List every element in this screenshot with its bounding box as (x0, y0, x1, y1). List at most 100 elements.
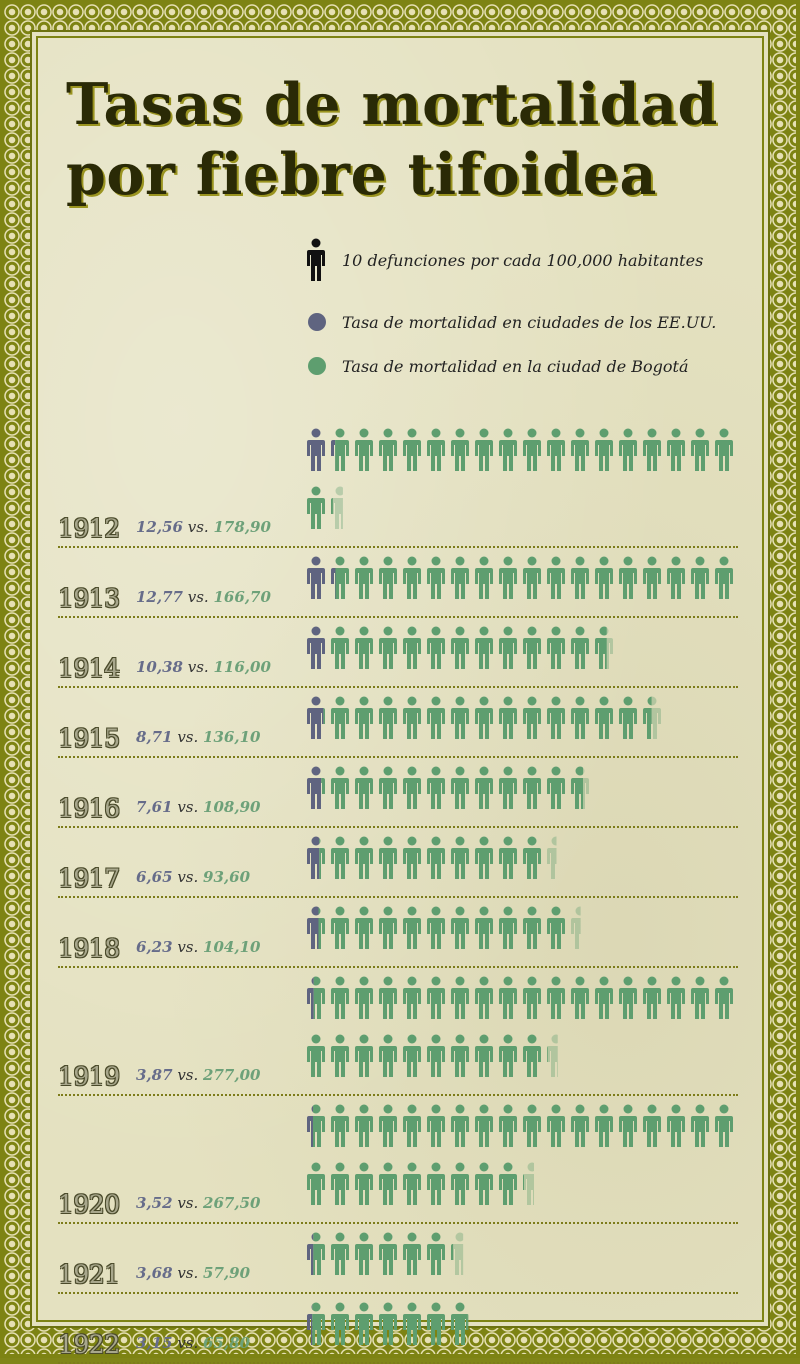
partial-remainder-icon (524, 1162, 535, 1205)
bogota-death-icon (499, 1034, 517, 1077)
us-death-icon (331, 440, 336, 471)
row-separator (58, 1094, 738, 1096)
row-separator (58, 896, 738, 898)
bogota-death-icon (475, 836, 493, 879)
us-death-icon (307, 766, 322, 809)
bogota-death-icon (523, 556, 541, 599)
us-rate-value: 12,56 (136, 518, 183, 536)
bogota-death-icon (355, 976, 373, 1019)
bogota-death-icon (547, 626, 565, 669)
bogota-death-icon (475, 906, 493, 949)
bogota-death-icon (379, 1034, 397, 1077)
bogota-death-icon (451, 626, 469, 669)
bogota-death-icon (355, 556, 373, 599)
rate-label: 3,68 vs. 57,90 (136, 1264, 250, 1282)
bogota-death-icon (355, 1104, 373, 1147)
vs-label: vs. (172, 1264, 204, 1282)
bogota-death-icon (667, 556, 685, 599)
bogota-death-icon (619, 976, 637, 1019)
bogota-death-icon (595, 428, 613, 471)
bogota-death-icon (571, 766, 584, 809)
bogota-swatch-icon (308, 357, 326, 375)
row-separator (58, 616, 738, 618)
bogota-rate-value: 57,90 (203, 1264, 251, 1282)
bogota-death-icon (427, 696, 445, 739)
us-death-icon (307, 696, 324, 739)
bogota-death-icon (523, 1104, 541, 1147)
bogota-death-icon (379, 428, 397, 471)
bogota-death-icon (403, 696, 421, 739)
us-rate-value: 3,15 (136, 1334, 173, 1352)
bogota-death-icon (451, 1034, 469, 1077)
bogota-death-icon (427, 1302, 445, 1345)
bogota-death-icon (667, 428, 685, 471)
us-death-icon (331, 560, 336, 599)
bogota-death-icon (427, 556, 445, 599)
bogota-death-icon (331, 1302, 349, 1345)
vs-label: vs. (172, 728, 204, 746)
bogota-death-icon (499, 626, 517, 669)
bogota-death-icon (331, 696, 349, 739)
bogota-death-icon (619, 1104, 637, 1147)
row-separator (58, 1292, 738, 1294)
bogota-death-icon (451, 1302, 468, 1345)
bogota-death-icon (379, 906, 397, 949)
row-separator (58, 1222, 738, 1224)
year-label: 1913 (58, 584, 120, 613)
bogota-death-icon (547, 1046, 548, 1062)
bogota-rate-value: 166,70 (213, 588, 271, 606)
bogota-death-icon (499, 976, 517, 1019)
bogota-rate-value: 93,60 (203, 868, 251, 886)
bogota-death-icon (379, 1104, 397, 1147)
bogota-death-icon (523, 766, 541, 809)
bogota-rate-value: 277,00 (203, 1066, 261, 1084)
bogota-rate-value: 267,50 (203, 1194, 261, 1212)
bogota-death-icon (355, 906, 373, 949)
bogota-death-icon (379, 1232, 397, 1275)
us-rate-value: 8,71 (136, 728, 173, 746)
bogota-death-icon (619, 696, 637, 739)
bogota-death-icon (475, 1104, 493, 1147)
legend-unit-label: 10 defunciones por cada 100,000 habitant… (342, 250, 704, 270)
legend-item-bogota: Tasa de mortalidad en la ciudad de Bogot… (306, 346, 689, 386)
bogota-death-icon (523, 1174, 525, 1190)
bogota-death-icon (355, 1034, 373, 1077)
bogota-death-icon (667, 1104, 685, 1147)
bogota-death-icon (427, 836, 445, 879)
us-rate-value: 10,38 (136, 658, 183, 676)
bogota-death-icon (523, 906, 541, 949)
bogota-death-icon (331, 766, 349, 809)
bogota-death-icon (499, 1162, 517, 1205)
bogota-death-icon (307, 1034, 325, 1077)
bogota-death-icon (331, 626, 349, 669)
bogota-death-icon (499, 428, 517, 471)
vs-label: vs. (182, 588, 214, 606)
bogota-death-icon (379, 556, 397, 599)
us-rate-value: 7,61 (136, 798, 173, 816)
bogota-death-icon (451, 696, 469, 739)
year-label: 1917 (58, 864, 120, 893)
bogota-death-icon (595, 1104, 613, 1147)
bogota-death-icon (475, 976, 493, 1019)
year-label: 1919 (58, 1062, 120, 1091)
bogota-death-icon (499, 836, 517, 879)
bogota-death-icon (307, 1162, 325, 1205)
partial-remainder-icon (651, 696, 661, 739)
bogota-death-icon (475, 556, 493, 599)
bogota-death-icon (335, 556, 349, 599)
legend-us-label: Tasa de mortalidad en ciudades de los EE… (342, 312, 717, 332)
bogota-death-icon (331, 836, 349, 879)
bogota-death-icon (523, 626, 541, 669)
bogota-death-icon (355, 766, 373, 809)
vs-label: vs. (172, 1066, 204, 1084)
partial-remainder-icon (606, 627, 613, 669)
bogota-death-icon (379, 836, 397, 879)
bogota-death-icon (595, 626, 607, 669)
legend-bogota-label: Tasa de mortalidad en la ciudad de Bogot… (342, 356, 689, 376)
us-death-icon (307, 906, 319, 949)
rate-label: 7,61 vs. 108,90 (136, 798, 260, 816)
bogota-death-icon (379, 626, 397, 669)
bogota-death-icon (451, 1104, 469, 1147)
bogota-death-icon (355, 696, 373, 739)
